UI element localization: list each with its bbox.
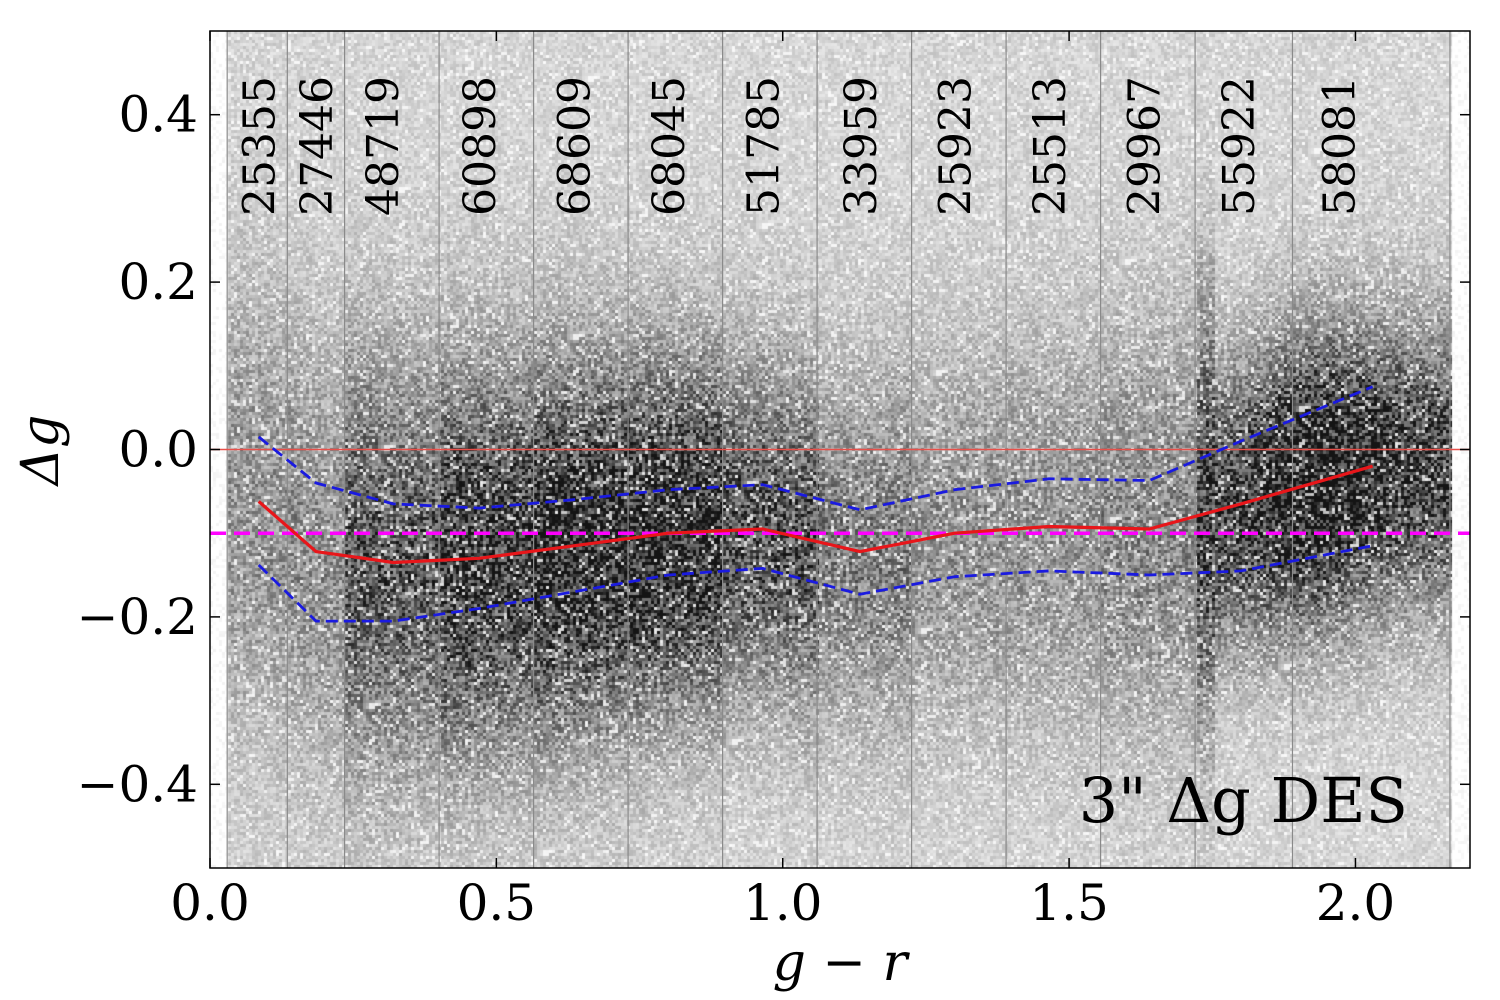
x-tick-label: 2.0 [1316,874,1396,932]
reference-lines [210,448,1470,535]
x-tick-labels: 0.0 0.5 1.0 1.5 2.0 [170,874,1395,932]
series-line-median [257,464,1374,565]
y-tick-label: 0.2 [118,253,198,311]
axis-ticks [209,31,1470,868]
bin-count-label: 51785 [739,76,790,216]
y-tick-label: −0.4 [77,755,198,813]
x-axis-title: g − r [773,933,911,993]
bin-count-label: 25355 [235,76,286,216]
bin-count-label: 68609 [550,76,601,216]
x-tick-label: 1.5 [1029,874,1109,932]
bin-count-labels: 25355 27446 48719 60898 68609 68045 51785 33959… [235,76,1366,216]
bin-count-label: 29967 [1120,76,1171,216]
bin-count-label: 48719 [358,76,409,216]
chart-annotation: 3" Δg DES [1079,764,1408,837]
bin-count-label: 55922 [1214,76,1265,216]
y-tick-label: −0.2 [77,588,198,646]
x-tick-label: 0.5 [457,874,537,932]
bin-count-label: 58081 [1314,76,1365,216]
series-line-upper [257,385,1374,512]
bin-count-label: 68045 [644,76,695,216]
series-lines [257,385,1374,623]
y-axis-title: Δg [11,415,71,488]
bin-count-label: 60898 [455,76,506,216]
y-tick-label: 0.4 [118,86,198,144]
y-tick-label: 0.0 [118,421,198,479]
bin-count-label: 25513 [1025,76,1076,216]
bin-count-label: 33959 [836,76,887,216]
y-tick-labels: −0.4 −0.2 0.0 0.2 0.4 [77,86,198,814]
series-line-lower [257,544,1373,623]
x-tick-label: 1.0 [743,874,823,932]
bin-count-label: 25923 [931,76,982,216]
x-tick-label: 0.0 [170,874,250,932]
bin-count-label: 27446 [292,76,343,216]
